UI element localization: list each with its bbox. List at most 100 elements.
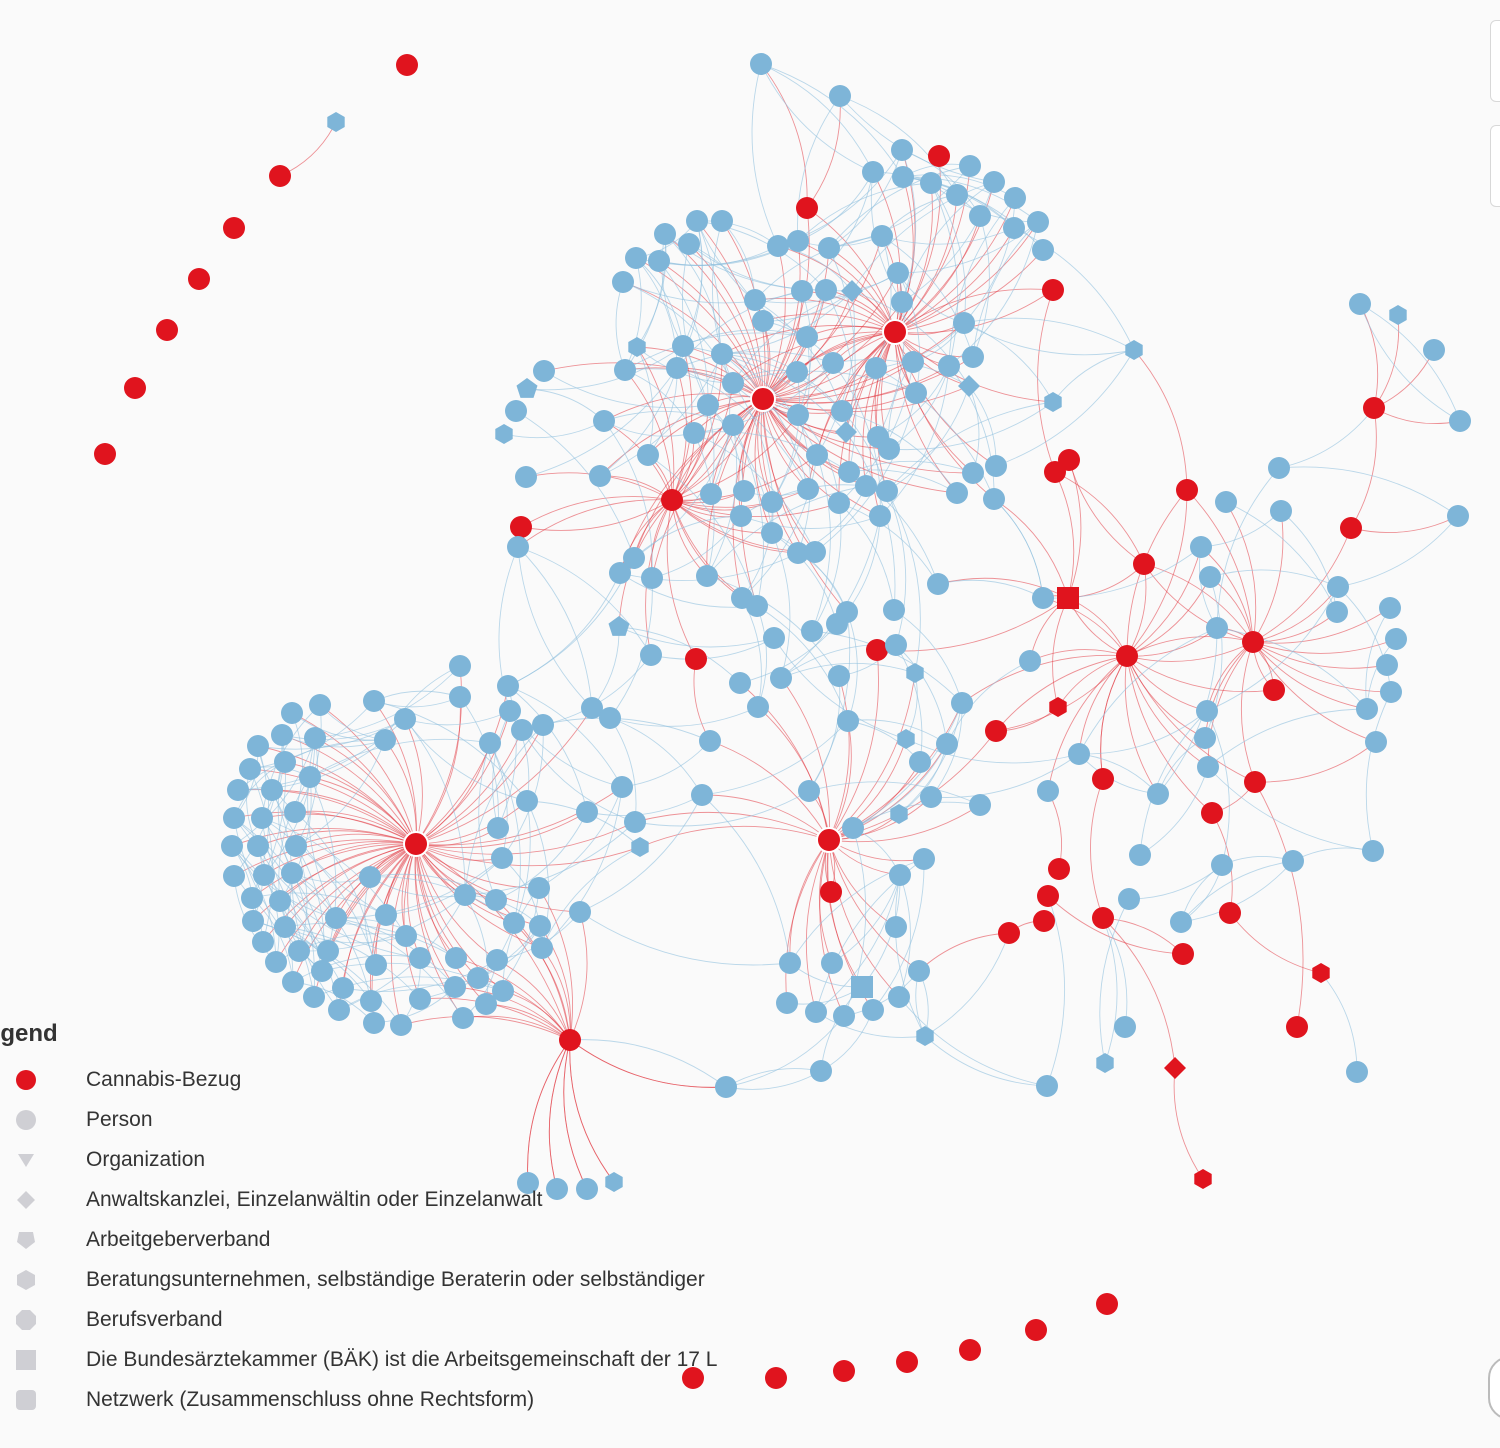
node-entity[interactable]	[887, 262, 909, 284]
node-cannabis[interactable]	[1263, 679, 1285, 701]
node-entity[interactable]	[576, 1178, 598, 1200]
node-entity[interactable]	[1147, 783, 1169, 805]
node-entity[interactable]	[729, 672, 751, 694]
node-entity[interactable]	[394, 708, 416, 730]
node-entity[interactable]	[1385, 628, 1407, 650]
node-entity[interactable]	[365, 954, 387, 976]
node-entity[interactable]	[532, 714, 554, 736]
node-entity[interactable]	[888, 986, 910, 1008]
node-entity[interactable]	[299, 766, 321, 788]
node-cannabis[interactable]	[1042, 279, 1064, 301]
node-cannabis[interactable]	[1172, 943, 1194, 965]
node-cannabis[interactable]	[959, 1339, 981, 1361]
node-entity[interactable]	[983, 171, 1005, 193]
node-cannabis[interactable]	[765, 1367, 787, 1389]
node-entity[interactable]	[715, 1076, 737, 1098]
node-entity[interactable]	[787, 542, 809, 564]
node-entity[interactable]	[761, 522, 783, 544]
node-entity[interactable]	[889, 864, 911, 886]
node-cannabis[interactable]	[1133, 553, 1155, 575]
node-cannabis[interactable]	[1340, 517, 1362, 539]
node-entity[interactable]	[906, 663, 924, 683]
node-entity[interactable]	[311, 960, 333, 982]
node-entity[interactable]	[691, 784, 713, 806]
node-entity[interactable]	[828, 492, 850, 514]
node-cannabis[interactable]	[1044, 461, 1066, 483]
node-entity[interactable]	[251, 807, 273, 829]
node-entity[interactable]	[409, 988, 431, 1010]
node-entity[interactable]	[309, 694, 331, 716]
node-entity[interactable]	[871, 225, 893, 247]
node-entity[interactable]	[1270, 500, 1292, 522]
node-entity[interactable]	[1389, 305, 1407, 325]
node-entity[interactable]	[1447, 505, 1469, 527]
node-entity[interactable]	[696, 565, 718, 587]
node-entity[interactable]	[1327, 576, 1349, 598]
node-entity[interactable]	[936, 733, 958, 755]
node-entity[interactable]	[767, 235, 789, 257]
node-entity[interactable]	[491, 847, 513, 869]
node-cannabis[interactable]	[833, 1360, 855, 1382]
node-entity[interactable]	[885, 634, 907, 656]
node-cannabis[interactable]	[1092, 768, 1114, 790]
node-cannabis[interactable]	[1201, 802, 1223, 824]
node-cannabis[interactable]	[1037, 885, 1059, 907]
node-entity[interactable]	[746, 595, 768, 617]
node-entity[interactable]	[253, 864, 275, 886]
node-entity[interactable]	[515, 466, 537, 488]
node-entity[interactable]	[599, 707, 621, 729]
node-entity[interactable]	[962, 462, 984, 484]
node-entity[interactable]	[1032, 239, 1054, 261]
node-cannabis[interactable]	[1219, 902, 1241, 924]
node-entity[interactable]	[517, 1172, 539, 1194]
node-entity[interactable]	[593, 410, 615, 432]
node-entity[interactable]	[821, 952, 843, 974]
node-entity[interactable]	[1036, 1075, 1058, 1097]
node-entity[interactable]	[1362, 840, 1384, 862]
node-entity[interactable]	[261, 779, 283, 801]
node-entity[interactable]	[271, 724, 293, 746]
node-entity[interactable]	[962, 346, 984, 368]
node-entity[interactable]	[628, 337, 646, 357]
node-entity[interactable]	[686, 210, 708, 232]
node-entity[interactable]	[733, 480, 755, 502]
node-cannabis[interactable]	[1286, 1016, 1308, 1038]
node-cannabis[interactable]	[396, 54, 418, 76]
node-entity[interactable]	[359, 866, 381, 888]
node-cannabis[interactable]	[1057, 587, 1079, 609]
node-entity[interactable]	[221, 835, 243, 857]
node-entity[interactable]	[938, 355, 960, 377]
node-entity[interactable]	[505, 400, 527, 422]
node-entity[interactable]	[822, 352, 844, 374]
node-entity[interactable]	[409, 947, 431, 969]
node-entity[interactable]	[288, 940, 310, 962]
node-entity[interactable]	[492, 980, 514, 1002]
node-entity[interactable]	[1125, 340, 1143, 360]
node-entity[interactable]	[654, 223, 676, 245]
node-cannabis[interactable]	[510, 516, 532, 538]
node-cannabis[interactable]	[816, 827, 842, 853]
node-entity[interactable]	[763, 627, 785, 649]
node-entity[interactable]	[1376, 654, 1398, 676]
node-entity[interactable]	[1365, 731, 1387, 753]
node-entity[interactable]	[983, 488, 1005, 510]
node-entity[interactable]	[892, 166, 914, 188]
node-entity[interactable]	[227, 779, 249, 801]
node-entity[interactable]	[815, 279, 837, 301]
node-cannabis[interactable]	[269, 165, 291, 187]
node-entity[interactable]	[467, 967, 489, 989]
node-entity[interactable]	[395, 925, 417, 947]
panel-tab-top[interactable]	[1490, 20, 1500, 102]
node-cannabis[interactable]	[685, 648, 707, 670]
node-entity[interactable]	[776, 992, 798, 1014]
node-entity[interactable]	[1197, 756, 1219, 778]
node-entity[interactable]	[831, 400, 853, 422]
node-entity[interactable]	[609, 562, 631, 584]
node-cannabis[interactable]	[1116, 645, 1138, 667]
node-entity[interactable]	[1044, 392, 1062, 412]
node-entity[interactable]	[761, 491, 783, 513]
node-entity[interactable]	[444, 976, 466, 998]
node-entity[interactable]	[252, 931, 274, 953]
node-entity[interactable]	[878, 438, 900, 460]
